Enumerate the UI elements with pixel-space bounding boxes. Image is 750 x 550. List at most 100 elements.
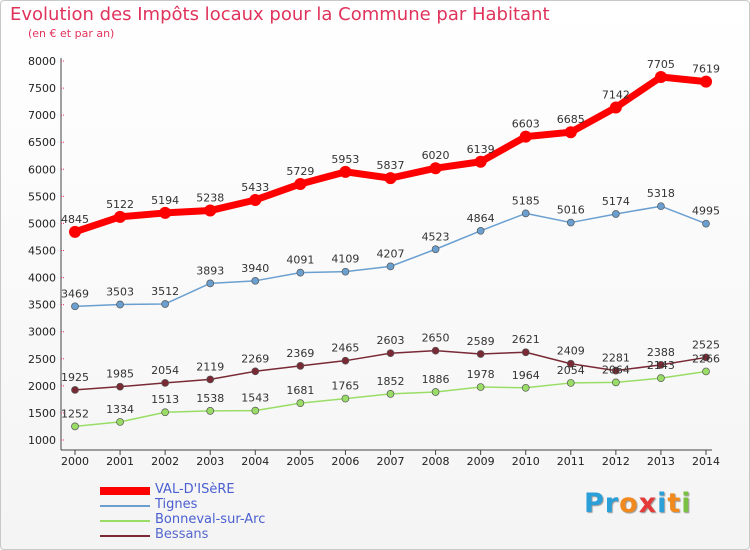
data-label: 2621: [512, 333, 540, 346]
data-point: [384, 172, 397, 185]
data-point: [566, 218, 575, 227]
data-point: [161, 300, 169, 308]
data-label: 1543: [241, 392, 269, 405]
proxiti-logo: Proxiti: [584, 488, 692, 519]
data-point: [116, 382, 124, 391]
data-label: 2119: [196, 360, 224, 373]
data-label: 2054: [151, 364, 179, 377]
data-label: 4845: [61, 213, 89, 226]
y-tick-label: 4500: [28, 245, 56, 258]
legend-label: Bonneval-sur-Arc: [155, 512, 266, 527]
data-label: 6685: [557, 113, 585, 126]
data-point: [159, 206, 172, 219]
y-tick-label: 1500: [28, 407, 56, 420]
data-label: 1978: [467, 368, 495, 381]
data-point: [612, 366, 620, 375]
data-label: 2603: [377, 334, 405, 347]
data-label: 6020: [422, 149, 450, 162]
data-point: [206, 279, 215, 288]
data-point: [296, 268, 305, 277]
data-label: 6139: [467, 143, 495, 156]
data-point: [116, 418, 124, 426]
data-point: [161, 408, 169, 417]
data-label: 2269: [241, 352, 269, 365]
data-point: [431, 346, 440, 355]
x-tick-label: 2008: [422, 455, 450, 468]
y-tick-label: 6000: [28, 163, 56, 176]
data-label: 2465: [331, 342, 359, 355]
data-label: 3893: [196, 264, 224, 277]
x-tick-label: 2006: [331, 455, 359, 468]
x-tick-label: 2012: [602, 455, 630, 468]
x-tick-label: 2002: [151, 455, 179, 468]
logo-letter: i: [657, 488, 668, 519]
data-label: 7705: [647, 58, 675, 71]
x-tick-label: 2004: [241, 455, 269, 468]
x-tick-label: 2001: [106, 455, 134, 468]
x-tick-label: 2000: [61, 455, 89, 468]
data-point: [386, 262, 395, 271]
data-label: 1852: [377, 375, 405, 388]
data-point: [251, 367, 260, 376]
y-tick-label: 1000: [28, 434, 56, 447]
data-label: 2525: [692, 338, 720, 351]
data-label: 5238: [196, 192, 224, 205]
data-point: [702, 367, 710, 376]
data-point: [521, 348, 530, 357]
data-label: 1252: [61, 407, 89, 420]
data-label: 1513: [151, 393, 179, 406]
data-point: [296, 399, 305, 407]
data-point: [609, 101, 622, 114]
data-label: 4523: [422, 230, 450, 243]
data-point: [71, 386, 79, 394]
data-point: [116, 300, 124, 309]
data-label: 2054: [557, 364, 585, 377]
data-point: [431, 245, 440, 254]
legend-label: Tignes: [155, 497, 198, 512]
data-point: [204, 204, 217, 217]
data-label: 2650: [422, 332, 450, 345]
logo-letter: r: [604, 488, 620, 519]
data-point: [386, 390, 395, 398]
data-point: [71, 302, 79, 311]
data-point: [341, 356, 350, 365]
data-label: 1538: [196, 392, 224, 405]
x-tick-label: 2005: [286, 455, 314, 468]
data-label: 6603: [512, 118, 540, 131]
data-label: 1985: [106, 368, 134, 381]
data-label: 1681: [286, 384, 314, 397]
data-point: [700, 75, 712, 88]
y-tick-label: 7000: [28, 109, 56, 122]
legend-swatch: [100, 535, 150, 537]
data-label: 2266: [692, 352, 720, 365]
x-tick-label: 2010: [512, 455, 540, 468]
y-tick-label: 6500: [28, 136, 56, 149]
data-point: [296, 362, 305, 370]
data-label: 5185: [512, 194, 540, 207]
x-tick-label: 2003: [196, 455, 224, 468]
data-label: 5174: [602, 195, 630, 208]
data-label: 5122: [106, 198, 134, 211]
data-point: [476, 226, 485, 235]
logo-letter: P: [584, 488, 605, 519]
data-point: [654, 70, 667, 83]
data-label: 7619: [692, 63, 720, 76]
data-label: 4995: [692, 205, 720, 218]
data-point: [71, 422, 79, 431]
legend-label: Bessans: [155, 527, 209, 542]
data-point: [206, 407, 215, 415]
data-point: [294, 177, 307, 190]
data-label: 1334: [106, 403, 134, 416]
data-label: 4109: [331, 253, 359, 266]
y-tick-label: 5500: [28, 190, 56, 203]
data-point: [521, 383, 530, 392]
chart-title: Evolution des Impôts locaux pour la Comm…: [10, 4, 550, 25]
data-label: 5837: [377, 159, 405, 172]
data-point: [702, 353, 710, 362]
data-point: [612, 210, 620, 218]
data-point: [476, 350, 485, 358]
data-point: [206, 375, 215, 384]
data-point: [612, 378, 620, 387]
data-label: 2409: [557, 345, 585, 358]
